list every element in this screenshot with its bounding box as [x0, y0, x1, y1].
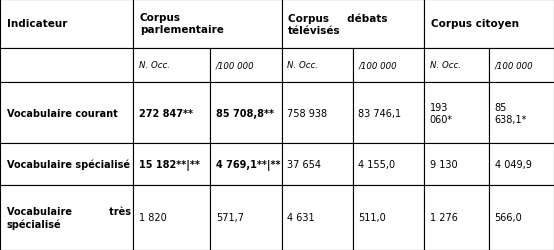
Bar — [211, 144, 281, 185]
Bar — [0, 49, 133, 82]
Bar — [281, 82, 353, 144]
Bar — [0, 0, 133, 49]
Bar — [353, 82, 424, 144]
Bar — [133, 49, 211, 82]
Bar — [353, 49, 424, 82]
Text: 4 155,0: 4 155,0 — [358, 160, 396, 169]
Text: 1 276: 1 276 — [429, 212, 458, 222]
Text: /100 000: /100 000 — [495, 61, 533, 70]
Bar — [281, 185, 353, 250]
Bar — [0, 82, 133, 144]
Text: 566,0: 566,0 — [495, 212, 522, 222]
Bar — [353, 185, 424, 250]
Text: 4 049,9: 4 049,9 — [495, 160, 531, 169]
Bar — [211, 49, 281, 82]
Text: 4 769,1**|**: 4 769,1**|** — [216, 159, 280, 170]
Text: 758 938: 758 938 — [287, 108, 327, 118]
Bar — [0, 185, 133, 250]
Bar — [281, 144, 353, 185]
Bar — [133, 82, 211, 144]
Bar — [281, 0, 424, 49]
Text: Corpus
parlementaire: Corpus parlementaire — [140, 14, 224, 35]
Text: Vocabulaire courant: Vocabulaire courant — [7, 108, 117, 118]
Text: /100 000: /100 000 — [216, 61, 255, 70]
Text: N. Occ.: N. Occ. — [138, 61, 170, 70]
Bar — [424, 144, 489, 185]
Text: 4 631: 4 631 — [287, 212, 315, 222]
Text: Corpus citoyen: Corpus citoyen — [430, 20, 519, 29]
Bar — [211, 82, 281, 144]
Text: 193
060*: 193 060* — [429, 102, 453, 124]
Text: Corpus     débats
télévisés: Corpus débats télévisés — [288, 13, 388, 36]
Bar — [489, 144, 554, 185]
Text: Indicateur: Indicateur — [7, 20, 67, 29]
Text: 511,0: 511,0 — [358, 212, 386, 222]
Text: 272 847**: 272 847** — [138, 108, 193, 118]
Bar — [489, 49, 554, 82]
Text: /100 000: /100 000 — [358, 61, 397, 70]
Text: 571,7: 571,7 — [216, 212, 244, 222]
Bar — [353, 144, 424, 185]
Text: N. Occ.: N. Occ. — [287, 61, 318, 70]
Text: Vocabulaire spécialisé: Vocabulaire spécialisé — [7, 159, 130, 170]
Text: 37 654: 37 654 — [287, 160, 321, 169]
Text: 85
638,1*: 85 638,1* — [495, 102, 527, 124]
Text: 85 708,8**: 85 708,8** — [216, 108, 274, 118]
Text: Vocabulaire           très
spécialisé: Vocabulaire très spécialisé — [7, 206, 131, 229]
Bar — [133, 144, 211, 185]
Text: N. Occ.: N. Occ. — [429, 61, 460, 70]
Bar — [489, 185, 554, 250]
Text: 15 182**|**: 15 182**|** — [138, 159, 199, 170]
Bar — [133, 185, 211, 250]
Text: 83 746,1: 83 746,1 — [358, 108, 402, 118]
Bar — [281, 49, 353, 82]
Bar — [424, 82, 489, 144]
Bar — [0, 144, 133, 185]
Bar — [424, 185, 489, 250]
Text: 1 820: 1 820 — [138, 212, 166, 222]
Bar — [211, 185, 281, 250]
Bar — [424, 0, 554, 49]
Bar — [424, 49, 489, 82]
Text: 9 130: 9 130 — [429, 160, 457, 169]
Bar — [489, 82, 554, 144]
Bar — [133, 0, 281, 49]
